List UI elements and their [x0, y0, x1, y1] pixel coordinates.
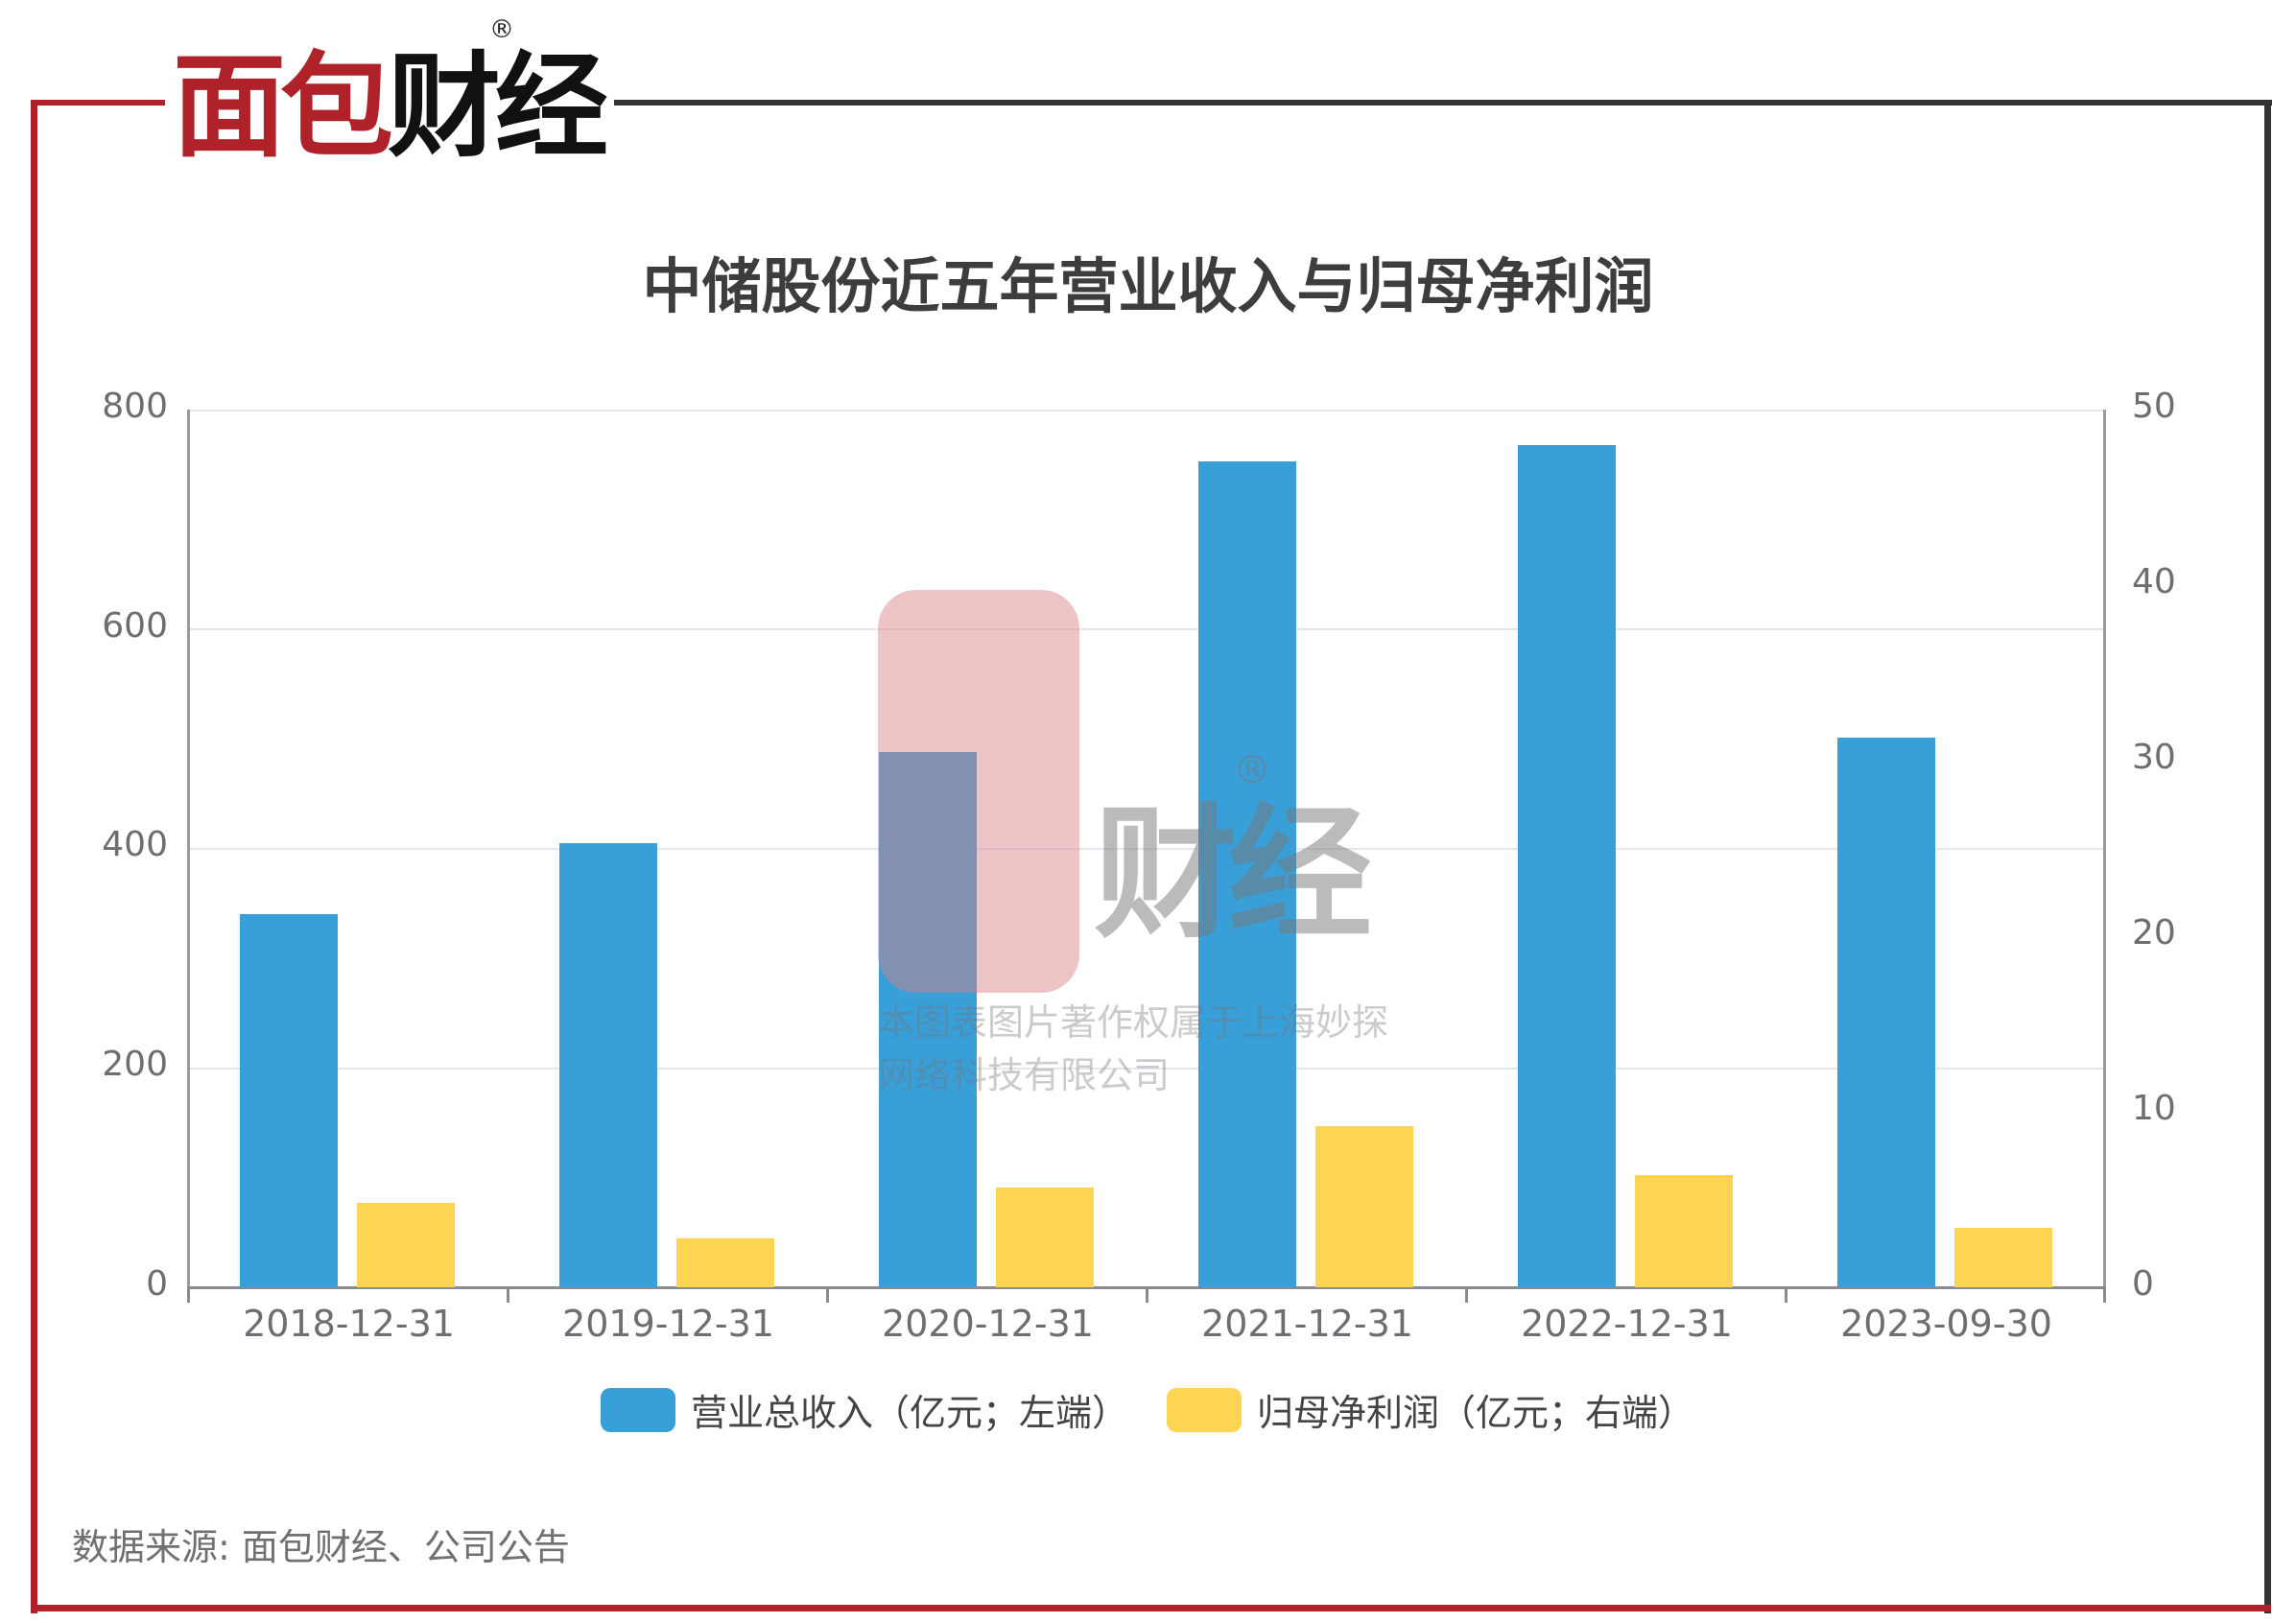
y-axis-right	[2103, 410, 2106, 1302]
y-right-tick-label: 30	[2132, 738, 2176, 777]
x-tick	[507, 1287, 509, 1303]
bar-net-profit[interactable]	[676, 1238, 774, 1287]
frame-left-border	[31, 100, 37, 1613]
bar-revenue[interactable]	[1198, 461, 1296, 1287]
y-right-tick-label: 10	[2132, 1089, 2176, 1128]
logo-black-text: 财经	[388, 40, 608, 173]
logo-red-text: 面包	[173, 40, 393, 173]
legend-swatch-yellow	[1167, 1387, 1242, 1432]
y-left-tick-label: 800	[102, 387, 168, 426]
y-axis-left	[187, 410, 190, 1302]
y-right-tick-label: 40	[2132, 562, 2176, 601]
legend-item-net-profit[interactable]: 归母净利润（亿元；右端）	[1167, 1383, 1694, 1436]
bar-revenue[interactable]	[559, 843, 657, 1287]
bar-net-profit[interactable]	[996, 1188, 1094, 1287]
bar-revenue[interactable]	[879, 752, 977, 1287]
y-left-tick-label: 400	[102, 825, 168, 864]
frame-right-border	[2264, 100, 2271, 1613]
bar-net-profit[interactable]	[357, 1203, 455, 1287]
y-right-tick-label: 50	[2132, 387, 2176, 426]
legend-item-revenue[interactable]: 营业总收入（亿元；左端）	[601, 1383, 1128, 1436]
x-tick	[1465, 1287, 1468, 1303]
bar-net-profit[interactable]	[1954, 1228, 2052, 1287]
y-right-tick-label: 20	[2132, 913, 2176, 953]
legend-label: 归母净利润（亿元；右端）	[1257, 1392, 1695, 1434]
frame-bottom-border	[31, 1605, 2271, 1611]
bar-revenue[interactable]	[1837, 738, 1935, 1287]
data-source-note: 数据来源: 面包财经、公司公告	[72, 1526, 570, 1568]
x-tick	[826, 1287, 829, 1303]
y-left-tick-label: 200	[102, 1045, 168, 1084]
x-tick-label: 2023-09-30	[1840, 1303, 2052, 1345]
x-tick	[187, 1287, 190, 1303]
x-tick-label: 2018-12-31	[243, 1303, 455, 1345]
registered-mark-icon: ®	[489, 15, 514, 44]
frame-top-left-border	[31, 100, 165, 106]
legend-label: 营业总收入（亿元；左端）	[691, 1392, 1129, 1434]
gridline-800	[189, 410, 2105, 412]
plot-area	[189, 410, 2105, 1287]
x-tick	[1146, 1287, 1148, 1303]
x-tick-label: 2020-12-31	[882, 1303, 1094, 1345]
legend-swatch-blue	[601, 1387, 675, 1432]
y-left-tick-label: 0	[146, 1264, 168, 1304]
x-tick	[1785, 1287, 1787, 1303]
gridline-400	[189, 848, 2105, 850]
chart-title: 中储股份近五年营业收入与归母净利润	[642, 251, 1654, 321]
y-right-tick-label: 0	[2132, 1264, 2154, 1304]
y-left-tick-label: 600	[102, 606, 168, 646]
x-tick-label: 2019-12-31	[562, 1303, 774, 1345]
x-tick-label: 2021-12-31	[1201, 1303, 1413, 1345]
gridline-200	[189, 1068, 2105, 1070]
bar-revenue[interactable]	[1518, 445, 1616, 1287]
x-tick-label: 2022-12-31	[1521, 1303, 1733, 1345]
bar-revenue[interactable]	[240, 914, 338, 1287]
frame-top-right-border	[614, 100, 2272, 106]
gridline-600	[189, 628, 2105, 630]
x-tick	[2103, 1287, 2106, 1303]
bar-net-profit[interactable]	[1315, 1126, 1413, 1287]
brand-logo: 面包 财经 ®	[173, 15, 608, 173]
bar-net-profit[interactable]	[1635, 1175, 1733, 1287]
